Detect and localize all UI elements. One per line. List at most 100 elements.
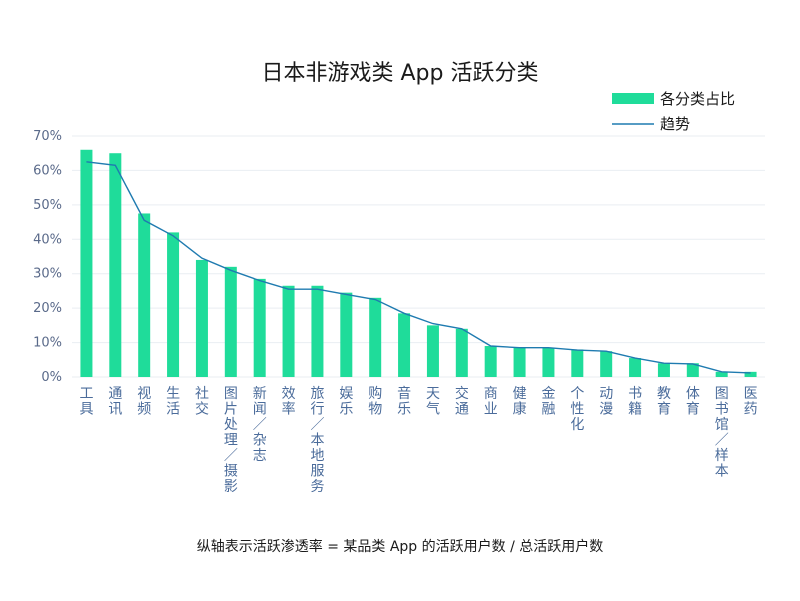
legend-bar-label: 各分类占比	[660, 90, 735, 108]
category-char: 闻	[253, 402, 267, 418]
y-tick-label: 20%	[33, 301, 62, 316]
y-tick-label: 10%	[33, 336, 62, 351]
category-label: 天气	[426, 386, 440, 418]
category-char: 社	[195, 386, 209, 402]
category-char: 杂	[253, 433, 267, 449]
category-char: 业	[484, 402, 498, 418]
category-char: 馆	[715, 417, 729, 433]
category-char: ／	[715, 433, 729, 449]
category-char: 本	[715, 464, 729, 480]
category-label: 视频	[137, 386, 151, 418]
bar	[484, 346, 497, 377]
bar	[253, 278, 266, 377]
category-char: 务	[310, 479, 324, 495]
y-tick-label: 60%	[33, 163, 62, 178]
category-char: 活	[166, 402, 180, 418]
footnote: 纵轴表示活跃渗透率 = 某品类 App 的活跃用户数 / 总活跃用户数	[197, 538, 604, 555]
legend: 各分类占比 趋势	[612, 90, 735, 133]
bar	[715, 371, 728, 377]
category-char: 金	[541, 386, 555, 402]
category-label: 生活	[166, 386, 180, 418]
category-char: 讯	[108, 402, 122, 418]
bar	[629, 358, 642, 377]
y-tick-label: 30%	[33, 267, 62, 282]
bar	[167, 232, 180, 377]
bar	[138, 213, 151, 377]
bar	[224, 266, 237, 377]
bar	[744, 371, 757, 377]
category-char: 图	[224, 386, 238, 402]
category-char: 行	[310, 402, 324, 418]
category-char: 旅	[310, 386, 324, 402]
bar	[282, 285, 295, 377]
category-char: 动	[599, 386, 613, 402]
bar	[80, 149, 93, 377]
category-char: 乐	[397, 402, 411, 418]
bar	[369, 297, 382, 377]
trend-layer	[86, 161, 751, 374]
bar	[571, 349, 584, 377]
bar	[455, 328, 468, 377]
category-char: 医	[744, 386, 758, 402]
category-char: 书	[715, 402, 729, 418]
category-char: 漫	[599, 402, 613, 418]
category-char: 籍	[628, 401, 642, 418]
category-char: 样	[715, 448, 729, 464]
bar	[600, 351, 613, 377]
category-label: 购物	[368, 386, 382, 418]
category-char: 视	[137, 386, 151, 402]
category-label: 商业	[484, 386, 498, 418]
category-char: 育	[657, 402, 671, 418]
category-label: 健康	[513, 386, 527, 418]
trend-line	[86, 161, 751, 374]
category-char: 健	[513, 386, 527, 402]
category-char: 服	[310, 464, 324, 480]
category-char: 气	[426, 402, 440, 418]
category-char: 片	[224, 402, 238, 418]
category-char: 化	[570, 417, 584, 433]
x-axis-labels: 工具通讯视频生活社交图片处理／摄影新闻／杂志效率旅行／本地服务娱乐购物音乐天气交…	[79, 385, 757, 495]
bar	[542, 347, 555, 377]
category-char: 商	[484, 386, 498, 402]
bar	[398, 313, 411, 377]
category-char: 融	[541, 402, 555, 418]
category-label: 教育	[657, 386, 671, 418]
bars	[80, 149, 757, 377]
category-label: 通讯	[108, 386, 122, 418]
category-char: 理	[224, 433, 238, 449]
category-label: 金融	[541, 386, 555, 418]
category-label: 体育	[686, 386, 700, 418]
category-char: 处	[224, 417, 238, 433]
y-tick-label: 0%	[41, 370, 62, 385]
category-label: 书籍	[628, 386, 642, 418]
y-tick-label: 70%	[33, 129, 62, 144]
category-char: ／	[310, 417, 324, 433]
y-axis-ticks: 0% 10% 20% 30% 40% 50% 60% 70%	[33, 129, 62, 385]
legend-line-label: 趋势	[660, 115, 690, 133]
chart-title: 日本非游戏类 App 活跃分类	[262, 61, 539, 86]
bar	[657, 363, 670, 377]
category-char: 频	[137, 402, 151, 418]
category-char: 教	[657, 386, 671, 402]
bar	[686, 363, 699, 377]
category-char: 交	[195, 401, 209, 418]
category-char: 育	[686, 402, 700, 418]
category-label: 交通	[455, 385, 469, 418]
category-char: 生	[166, 386, 180, 402]
category-label: 动漫	[599, 386, 613, 418]
category-char: 本	[310, 433, 324, 449]
category-char: 天	[426, 386, 440, 402]
y-tick-label: 40%	[33, 232, 62, 247]
category-char: 娱	[339, 386, 353, 402]
category-char: 地	[310, 448, 324, 464]
category-char: 性	[570, 402, 584, 418]
category-char: 摄	[224, 464, 238, 480]
bar	[109, 153, 122, 377]
category-char: 购	[368, 386, 382, 402]
bar	[311, 285, 324, 377]
category-char: 药	[744, 402, 758, 418]
category-char: 影	[224, 479, 238, 495]
